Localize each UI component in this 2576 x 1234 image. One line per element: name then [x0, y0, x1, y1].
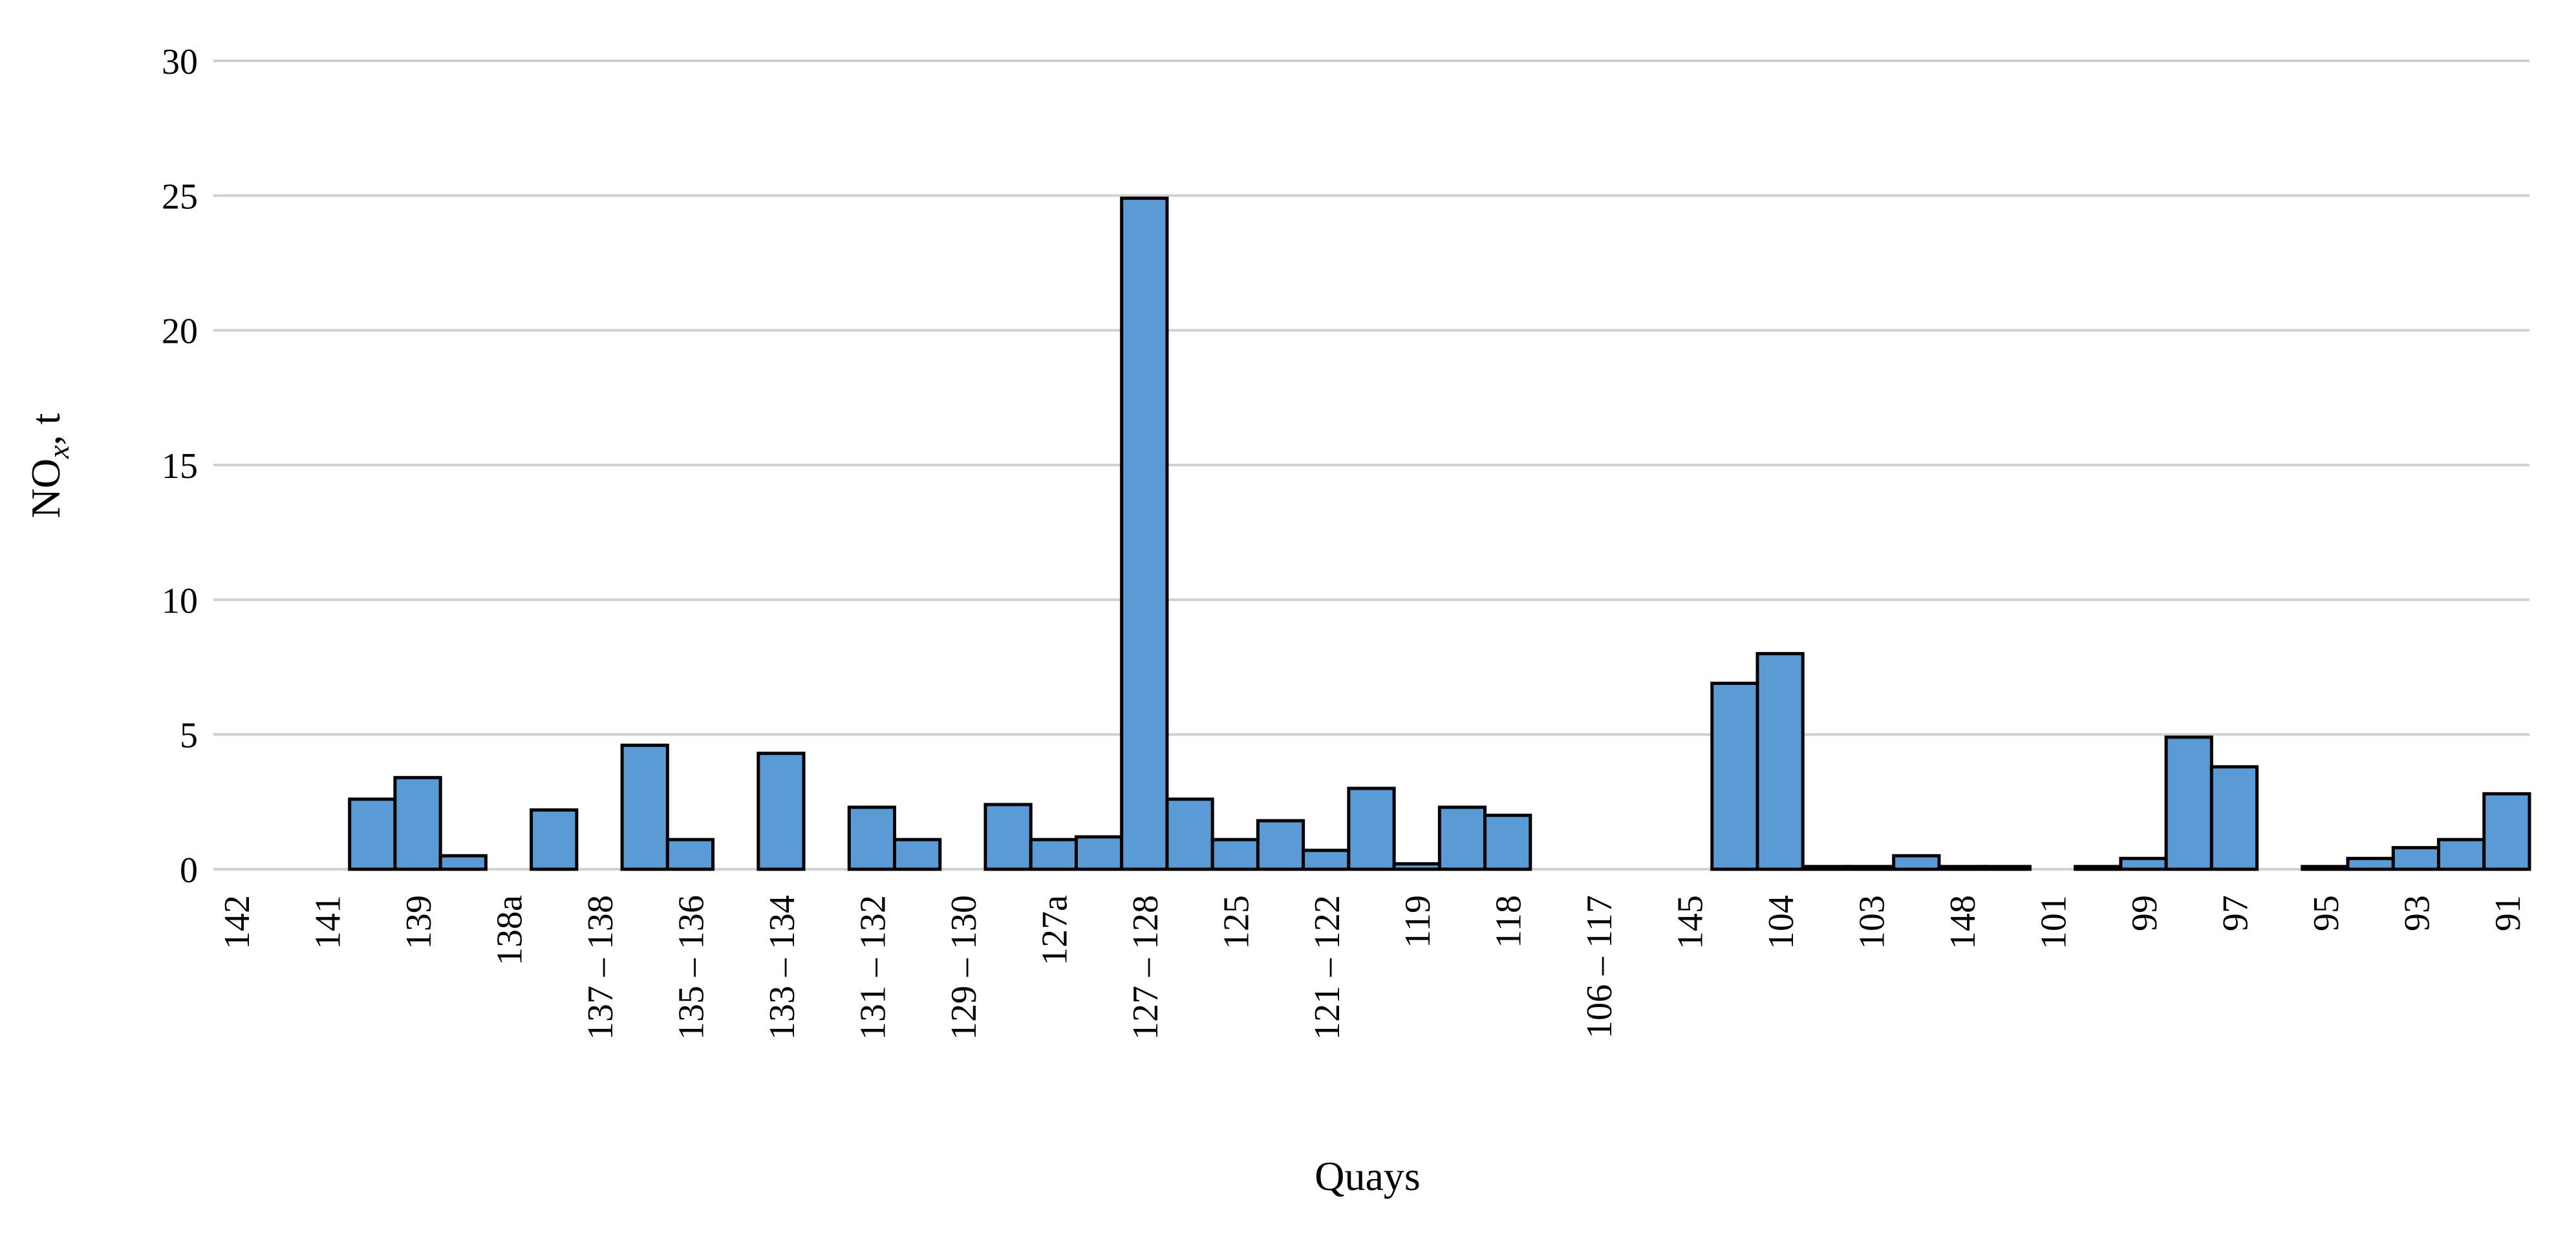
x-tick-label: 141 [308, 895, 349, 949]
x-tick-label: 101 [2034, 895, 2074, 949]
bar [1210, 838, 1260, 871]
x-tick-label: 106 – 117 [1580, 895, 1620, 1039]
x-tick-label: 131 – 132 [853, 895, 893, 1040]
bar [2346, 856, 2395, 871]
x-tick-label: 103 [1852, 895, 1893, 949]
bar [2119, 856, 2168, 871]
y-axis-title: NOx, t [23, 413, 75, 518]
x-tick-label: 125 [1216, 895, 1256, 949]
bar [1437, 805, 1487, 871]
bar [1029, 838, 1078, 871]
x-tick-label: 127 – 128 [1126, 895, 1166, 1040]
bar [2074, 865, 2123, 871]
bar [2391, 846, 2441, 871]
bar [1982, 865, 2032, 871]
x-tick-label: 133 – 134 [762, 895, 802, 1040]
x-tick-label: 121 – 122 [1307, 895, 1347, 1040]
bar [1347, 786, 1396, 871]
bar [1165, 797, 1214, 871]
bar [893, 838, 942, 871]
y-tick-label: 15 [162, 446, 198, 486]
bar [2164, 735, 2213, 871]
bar [847, 805, 897, 871]
x-tick-label: 127a [1035, 895, 1075, 966]
y-axis-title-rest: , t [23, 413, 69, 445]
y-axis-title-main: NO [23, 459, 69, 518]
bar [2209, 765, 2259, 871]
bar [2437, 838, 2486, 871]
x-tick-label: 142 [217, 895, 257, 949]
bar [1710, 682, 1759, 871]
bar [1846, 865, 1896, 871]
x-tick-label: 148 [1943, 895, 1983, 949]
x-tick-label: 129 – 130 [944, 895, 984, 1040]
y-tick-label: 5 [180, 716, 198, 756]
y-tick-label: 25 [162, 177, 198, 217]
x-tick-label: 119 [1398, 895, 1438, 948]
bar [2301, 865, 2350, 871]
bar [2482, 792, 2531, 871]
x-tick-label: 135 – 136 [671, 895, 711, 1040]
bar [393, 775, 442, 871]
bar [1892, 854, 1941, 871]
bar [983, 803, 1033, 871]
bar [1801, 865, 1850, 871]
bar [1120, 197, 1169, 871]
bar [1755, 652, 1805, 871]
bar [757, 752, 806, 871]
y-axis-title-sub: x [42, 445, 75, 459]
bar [1074, 835, 1124, 871]
x-tick-label: 91 [2488, 895, 2528, 931]
y-tick-label: 20 [162, 312, 198, 352]
x-tick-label: 99 [2125, 895, 2165, 931]
x-tick-label: 145 [1671, 895, 1711, 949]
y-tick-label: 30 [162, 42, 198, 82]
x-tick-label: 138a [490, 895, 530, 966]
x-tick-label: 95 [2306, 895, 2346, 931]
x-tick-label: 118 [1489, 895, 1529, 948]
bar [620, 743, 669, 871]
bar [1302, 849, 1351, 871]
bar [530, 808, 579, 871]
y-tick-label: 0 [180, 850, 198, 891]
bar [438, 854, 488, 871]
bar [1937, 865, 1986, 871]
bar [1392, 862, 1441, 871]
x-axis-title: Quays [1315, 1153, 1421, 1199]
bar [665, 838, 715, 871]
x-tick-label: 104 [1761, 895, 1801, 949]
x-tick-label: 97 [2215, 895, 2255, 931]
x-tick-label: 139 [399, 895, 439, 949]
bar [1256, 819, 1305, 871]
bar [348, 797, 397, 871]
bar [1483, 814, 1532, 871]
y-tick-label: 10 [162, 581, 198, 621]
x-tick-label: 137 – 138 [581, 895, 621, 1040]
x-tick-label: 93 [2397, 895, 2437, 931]
